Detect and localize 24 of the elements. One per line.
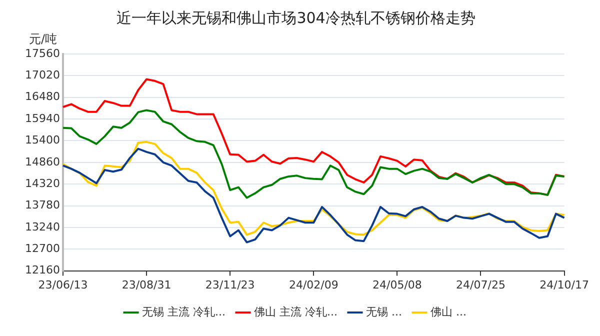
y-tick-label: 17560 (24, 46, 60, 60)
y-tick-label: 15940 (24, 112, 60, 125)
y-tick-label: 12700 (24, 242, 60, 255)
legend-label: 无锡 主流 冷轧... (142, 305, 226, 318)
y-tick-label: 13780 (24, 198, 60, 212)
y-tick-label: 17020 (24, 68, 60, 82)
y-tick-label: 12160 (24, 264, 60, 277)
y-tick-label: 14860 (24, 155, 60, 168)
x-tick-label: 23/08/31 (122, 278, 172, 292)
legend-label: 佛山 ... (430, 305, 466, 318)
y-tick-label: 14320 (24, 176, 60, 190)
y-tick-label: 16480 (24, 90, 60, 104)
y-tick-label: 13240 (24, 220, 60, 234)
x-tick-label: 24/10/17 (540, 278, 589, 292)
x-tick-label: 24/02/09 (288, 278, 338, 292)
legend-label: 无锡 ... (366, 305, 402, 318)
x-tick-label: 23/11/23 (205, 278, 255, 292)
y-tick-label: 15400 (24, 134, 60, 147)
x-tick-label: 24/05/08 (372, 278, 422, 292)
chart-title: 近一年以来无锡和佛山市场304冷热轧不锈钢价格走势 (116, 8, 476, 27)
x-tick-label: 24/07/25 (456, 278, 506, 292)
y-axis-title: 元/吨 (28, 32, 58, 46)
x-tick-label: 23/06/13 (38, 278, 88, 292)
legend-label: 佛山 主流 冷轧... (254, 305, 338, 318)
